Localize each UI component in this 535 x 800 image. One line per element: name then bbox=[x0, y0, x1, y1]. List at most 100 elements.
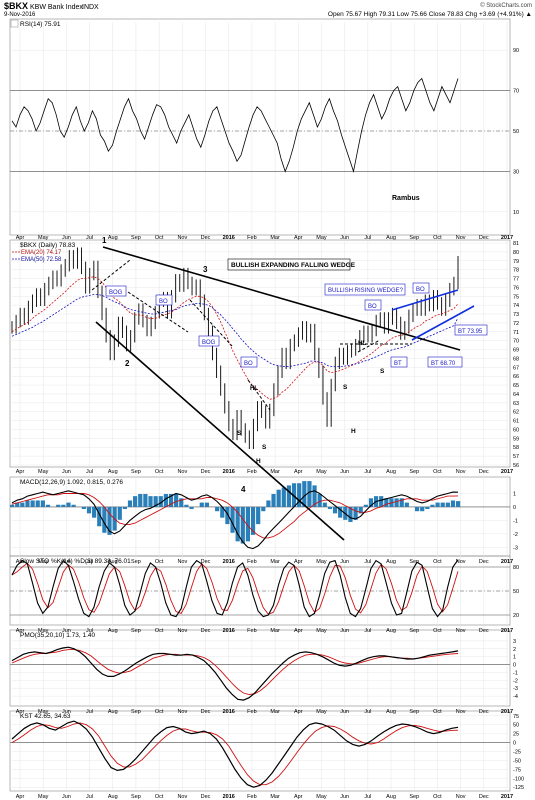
macd-line bbox=[11, 490, 459, 550]
macd-histogram-bar bbox=[317, 493, 322, 507]
macd-histogram-bar bbox=[425, 506, 430, 510]
macd-histogram-bar bbox=[261, 506, 266, 512]
x-tick-label: Aug bbox=[386, 235, 396, 241]
x-tick-label: Sep bbox=[131, 709, 141, 715]
bog-label-2: BOG bbox=[202, 340, 216, 346]
y-tick-label: 10 bbox=[513, 210, 519, 216]
x-tick-label: Mar bbox=[270, 235, 280, 241]
y-tick-label: 64 bbox=[513, 392, 519, 398]
macd-histogram-bar bbox=[245, 506, 251, 542]
x-tick-label: 2016 bbox=[223, 469, 235, 475]
macd-histogram-bar bbox=[338, 506, 343, 518]
pmo-panel-frame bbox=[9, 629, 511, 707]
x-tick-label: Nov bbox=[177, 628, 187, 634]
y-tick-label: 76 bbox=[513, 285, 519, 291]
hl-line-1 bbox=[247, 379, 271, 411]
macd-histogram-bar bbox=[240, 506, 245, 544]
x-tick-label: Nov bbox=[177, 559, 187, 565]
y-tick-label: 74 bbox=[513, 303, 519, 309]
x-tick-label: Jul bbox=[86, 709, 93, 715]
x-tick-label: Aug bbox=[108, 469, 118, 475]
y-tick-label: 77 bbox=[513, 277, 519, 283]
macd-histogram-bar bbox=[215, 506, 220, 512]
wedge-label-box bbox=[227, 258, 351, 271]
rsi-legend: RSI(14) 75.91 bbox=[20, 21, 61, 28]
ohlc-readout: Open 75.67 High 79.31 Low 75.66 Close 78… bbox=[328, 11, 532, 18]
macd-histogram-bar bbox=[92, 506, 97, 518]
kst-panel-frame bbox=[9, 710, 511, 792]
x-tick-label: May bbox=[38, 709, 49, 715]
macd-histogram-bar bbox=[40, 500, 45, 507]
x-tick-label: May bbox=[38, 559, 49, 565]
bog-line-1 bbox=[91, 259, 131, 291]
y-tick-label: -75 bbox=[513, 767, 521, 773]
x-tick-label: Dec bbox=[201, 628, 211, 634]
y-tick-label: 58 bbox=[513, 445, 519, 451]
x-tick-label: Feb bbox=[247, 709, 256, 715]
y-tick-label: -2 bbox=[513, 678, 518, 684]
x-tick-label: May bbox=[38, 235, 49, 241]
macd-histogram-bar bbox=[66, 502, 71, 507]
y-tick-label: 0 bbox=[513, 505, 516, 511]
x-tick-label: 2017 bbox=[501, 235, 513, 241]
macd-histogram-bar bbox=[71, 504, 76, 507]
x-tick-label: Jun bbox=[340, 469, 349, 475]
y-tick-label: -2 bbox=[513, 532, 518, 538]
x-tick-label: Jul bbox=[364, 559, 371, 565]
x-tick-label: Nov bbox=[177, 469, 187, 475]
macd-histogram-bar bbox=[204, 502, 210, 507]
x-tick-label: Jun bbox=[340, 235, 349, 241]
x-tick-label: May bbox=[316, 628, 327, 634]
bt-box-3 bbox=[427, 356, 463, 368]
x-tick-label: Apr bbox=[294, 559, 303, 565]
x-tick-label: Nov bbox=[456, 559, 466, 565]
macd-histogram-bar bbox=[25, 500, 30, 507]
bog-line-2 bbox=[127, 291, 189, 333]
hl-label-1: HL bbox=[250, 386, 258, 392]
macd-histogram-bar bbox=[266, 500, 271, 507]
x-tick-label: Feb bbox=[247, 469, 256, 475]
pivot-label-2: 2 bbox=[125, 359, 130, 368]
bt-label-2: BT 73.95 bbox=[458, 329, 483, 335]
macd-histogram-bar bbox=[20, 502, 25, 507]
y-tick-label: 75 bbox=[513, 294, 519, 300]
macd-histogram-bar bbox=[117, 506, 122, 520]
y-tick-label: -25 bbox=[513, 750, 521, 756]
x-tick-label: Nov bbox=[456, 628, 466, 634]
x-tick-label: Feb bbox=[247, 628, 256, 634]
shoulder-label-1: S bbox=[237, 430, 242, 437]
x-tick-label: Sep bbox=[131, 794, 141, 800]
y-tick-label: 1 bbox=[513, 491, 516, 497]
y-tick-label: 69 bbox=[513, 348, 519, 354]
macd-histogram-bar bbox=[158, 496, 163, 507]
y-tick-label: 57 bbox=[513, 454, 519, 460]
x-tick-label: Oct bbox=[155, 235, 164, 241]
hl-label-2: HL bbox=[358, 341, 366, 347]
symbol-name: KBW Bank Index bbox=[30, 4, 83, 11]
bt-label-3: BT 68.70 bbox=[431, 361, 456, 367]
macd-histogram-bar bbox=[414, 506, 420, 512]
macd-histogram-bar bbox=[312, 485, 317, 507]
x-tick-label: Jul bbox=[364, 794, 371, 800]
x-tick-label: May bbox=[316, 794, 327, 800]
y-tick-label: 71 bbox=[513, 330, 519, 336]
x-tick-label: Aug bbox=[108, 235, 118, 241]
x-tick-label: 2016 bbox=[223, 559, 235, 565]
y-tick-label: 0 bbox=[513, 741, 516, 747]
x-tick-label: Nov bbox=[177, 709, 187, 715]
macd-histogram-bar bbox=[353, 506, 358, 520]
macd-histogram-bar bbox=[456, 501, 461, 507]
chart-date: 9-Nov-2016 bbox=[4, 12, 36, 18]
macd-histogram-bar bbox=[15, 502, 20, 507]
x-tick-label: Mar bbox=[270, 628, 280, 634]
macd-signal-line bbox=[11, 493, 459, 539]
macd-histogram-bar bbox=[276, 489, 281, 507]
rising-wedge-lower bbox=[411, 305, 475, 341]
rsi-panel-frame bbox=[9, 18, 511, 236]
macd-histogram-bar bbox=[440, 502, 445, 507]
macd-histogram-bar bbox=[384, 498, 389, 507]
pmo-legend: PMO(35,20,10) 1.73, 1.40 bbox=[20, 632, 96, 639]
x-tick-label: May bbox=[316, 559, 327, 565]
exchange: INDX bbox=[82, 4, 99, 11]
